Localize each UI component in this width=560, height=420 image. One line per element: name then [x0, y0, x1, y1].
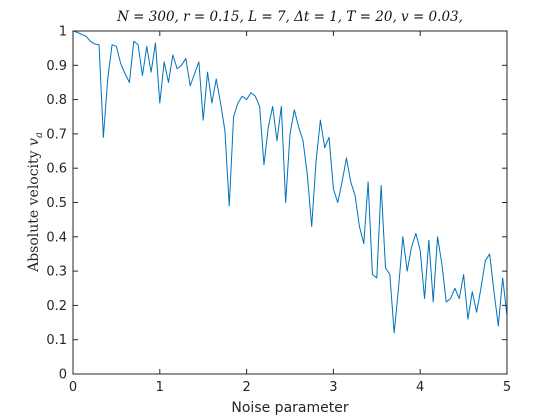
x-tick-label: 5 [503, 380, 511, 395]
series-line [72, 30, 508, 334]
y-axis-title: Absolute velocity va [26, 132, 45, 273]
chart-title: N = 300, r = 0.15, L = 7, Δt = 1, T = 20… [116, 9, 463, 25]
x-tick-label: 3 [329, 380, 337, 395]
y-tick-label: 0.2 [46, 299, 67, 314]
x-tick-label: 4 [416, 380, 424, 395]
y-tick-label: 0 [59, 368, 67, 383]
x-tick-label: 0 [69, 380, 77, 395]
y-tick-label: 0.4 [46, 230, 67, 245]
y-axis-title-symbol: v [26, 138, 42, 146]
x-axis-title: Noise parameter [231, 400, 348, 416]
y-tick-label: 0.1 [46, 333, 67, 348]
y-tick-label: 0.7 [46, 127, 67, 142]
y-tick-label: 0.9 [46, 59, 67, 74]
y-tick-label: 0.6 [46, 162, 67, 177]
plot-background [73, 31, 507, 374]
y-axis-title-subscript: a [34, 132, 45, 138]
y-tick-label: 0.3 [46, 265, 67, 280]
plot-area: 0 1 2 3 4 5 0 0.1 0.2 0.3 0.4 0.5 0.6 0.7 0.8 0.9 1 [46, 25, 511, 396]
y-tick-label: 0.5 [46, 196, 67, 211]
x-tick-label: 1 [156, 380, 164, 395]
y-tick-label: 1 [59, 25, 67, 40]
y-tick-label: 0.8 [46, 93, 67, 108]
y-axis-title-text: Absolute velocity [26, 146, 42, 273]
x-tick-label: 2 [242, 380, 250, 395]
axes-box [72, 30, 508, 375]
